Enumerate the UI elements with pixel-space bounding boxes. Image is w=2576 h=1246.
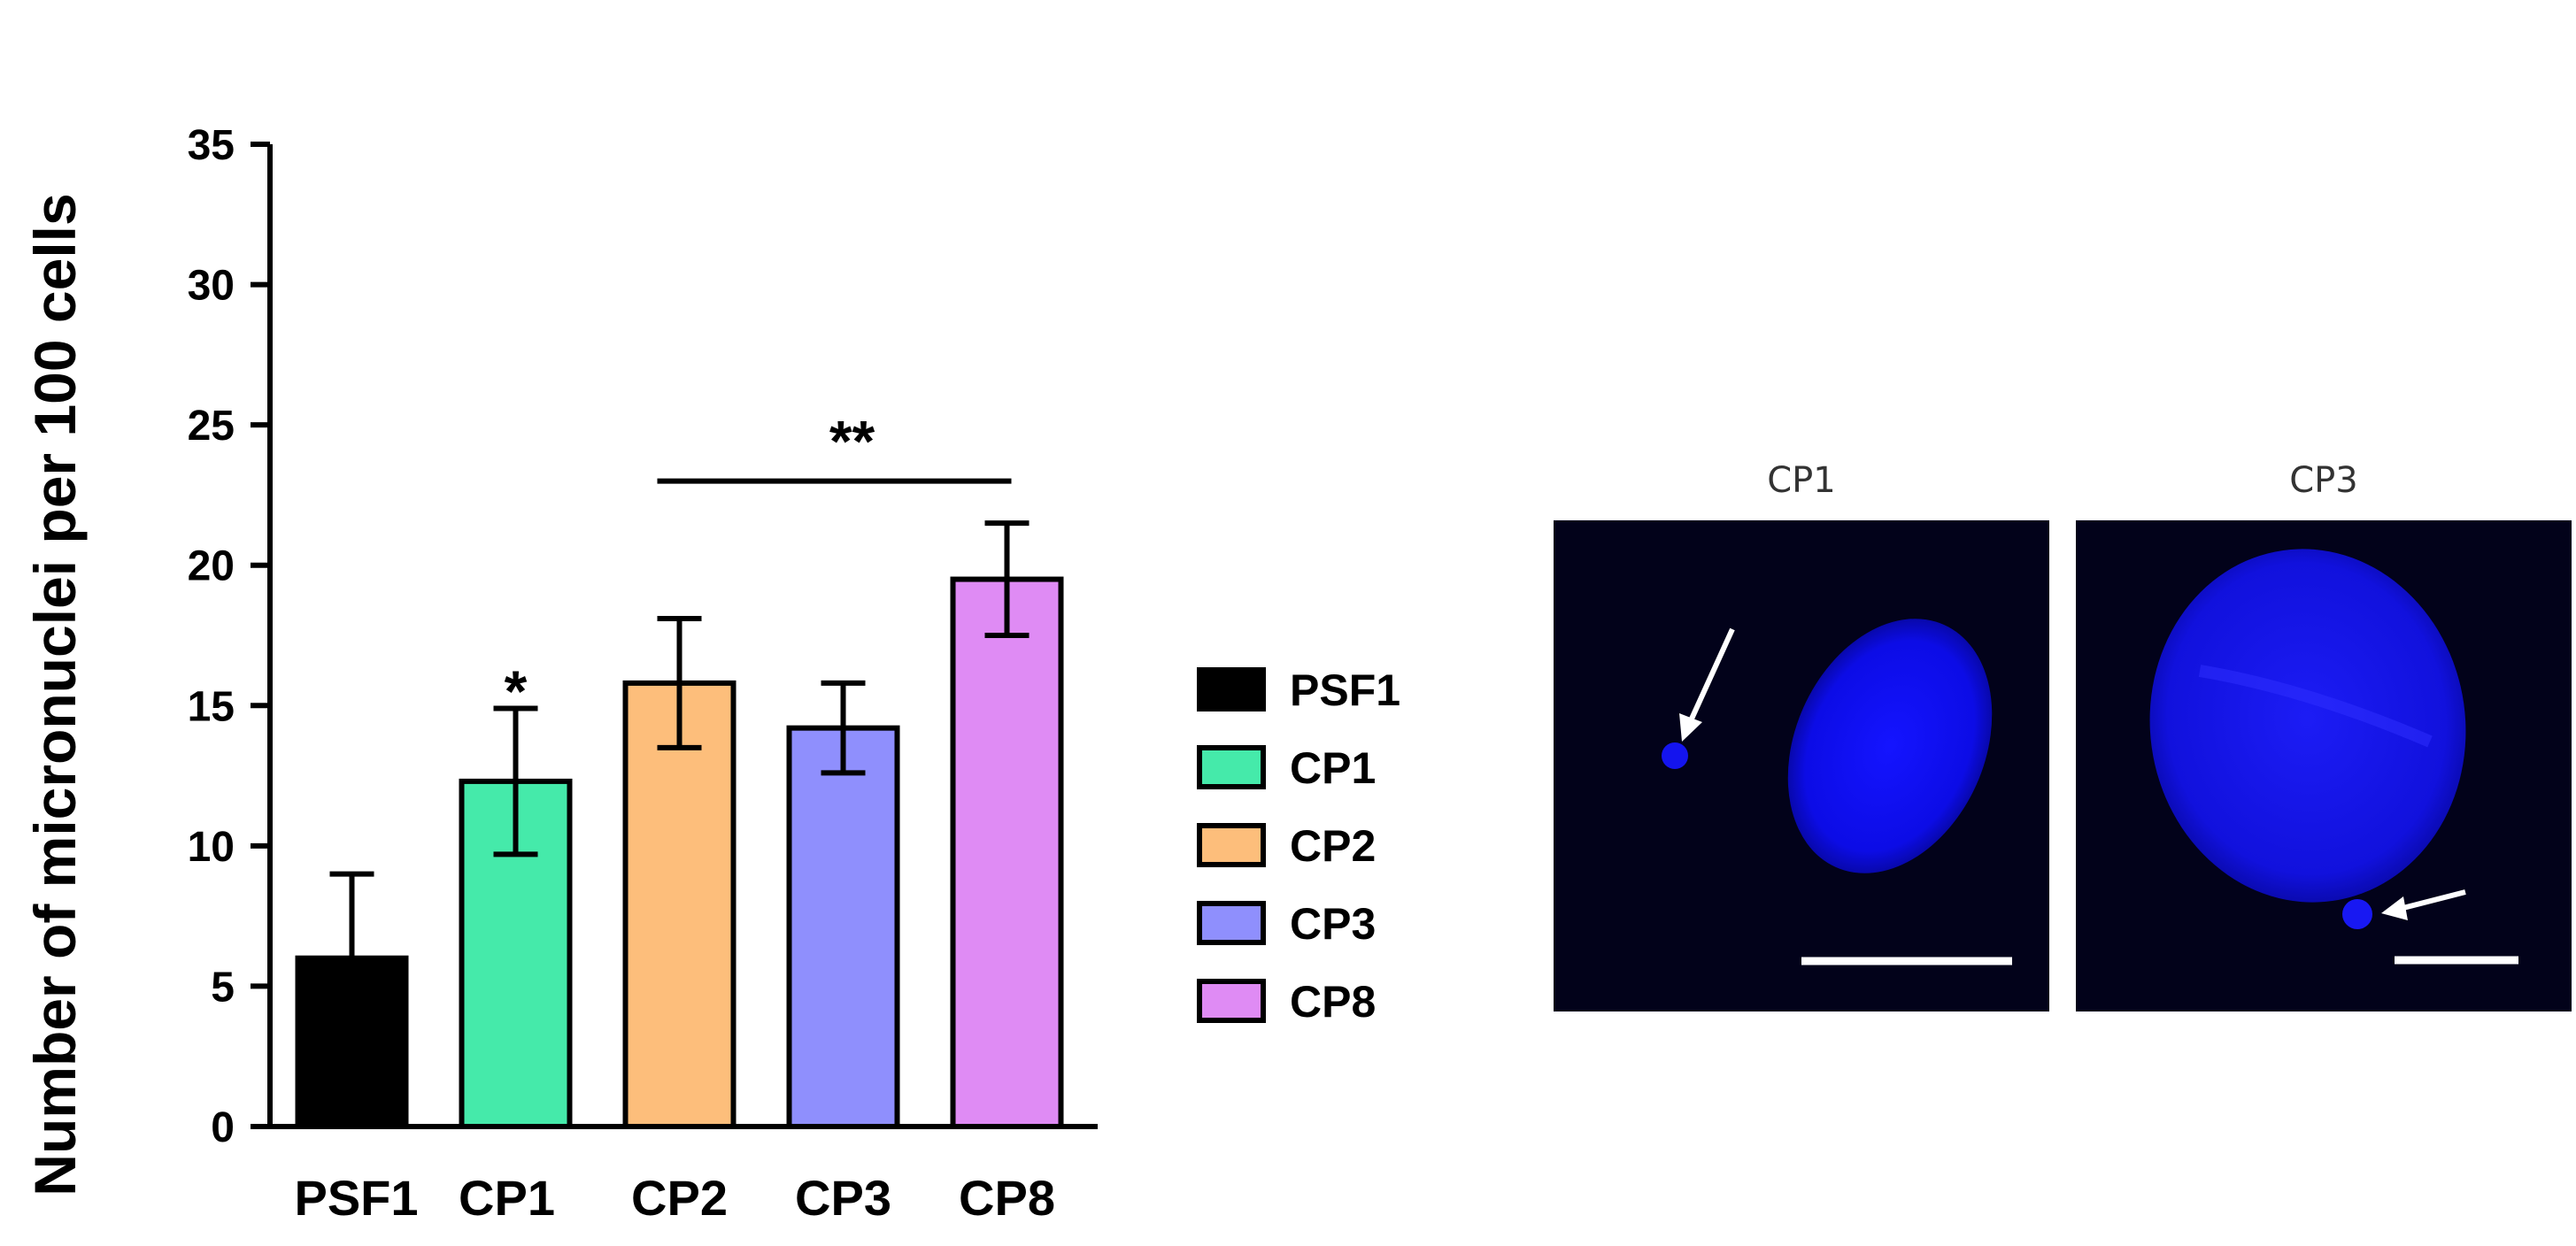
micrograph-cp1 [1554,520,2049,1011]
x-tick-label: CP8 [959,1170,1055,1226]
y-tick-label: 20 [188,543,235,590]
arrow-icon [1685,627,1735,728]
legend-label: CP8 [1290,977,1376,1027]
x-tick-label: CP1 [459,1170,555,1226]
nucleus-fold [2198,665,2433,748]
nucleus [1787,619,1993,873]
arrow-head-icon [1679,713,1702,742]
y-tick-label: 25 [188,403,235,450]
y-tick-label: 30 [188,263,235,310]
bar-chart: Number of micronuclei per 100 cells 0 5 10… [22,122,1400,1226]
legend-swatch-psf1 [1197,667,1266,711]
micronucleus [2342,899,2372,929]
legend-label: PSF1 [1290,665,1400,715]
y-axis-label: Number of micronuclei per 100 cells [22,193,88,1196]
legend-label: CP1 [1290,743,1376,793]
y-tick-label: 5 [211,964,235,1011]
legend-swatch-cp3 [1197,901,1266,945]
x-tick-label: CP2 [631,1170,728,1226]
legend-swatch-cp2 [1197,823,1266,867]
legend: PSF1 CP1 CP2 CP3 CP8 [1197,665,1400,1027]
y-tick-label: 10 [188,824,235,871]
bar-psf1 [295,955,409,1129]
legend-label: CP2 [1290,821,1376,871]
micronucleus [1662,742,1688,769]
bar-cp8 [950,576,1064,1129]
nucleus [2149,549,2466,903]
arrow-icon [2395,889,2466,912]
x-tick-label: PSF1 [294,1170,418,1226]
significance-stars: ** [829,409,875,474]
legend-label: CP3 [1290,899,1376,949]
y-tick-label: 35 [188,122,235,169]
legend-swatch-cp1 [1197,745,1266,789]
significance-star: * [505,658,528,724]
arrow-head-icon [2381,896,2408,920]
y-tick-label: 0 [211,1104,235,1151]
y-tick-label: 15 [188,683,235,730]
legend-swatch-cp8 [1197,979,1266,1023]
x-tick-label: CP3 [795,1170,891,1226]
image-title-cp1: CP1 [1767,460,1836,501]
micrograph-cp3 [2076,520,2572,1011]
image-title-cp3: CP3 [2289,460,2358,501]
bar-cp3 [786,725,900,1130]
